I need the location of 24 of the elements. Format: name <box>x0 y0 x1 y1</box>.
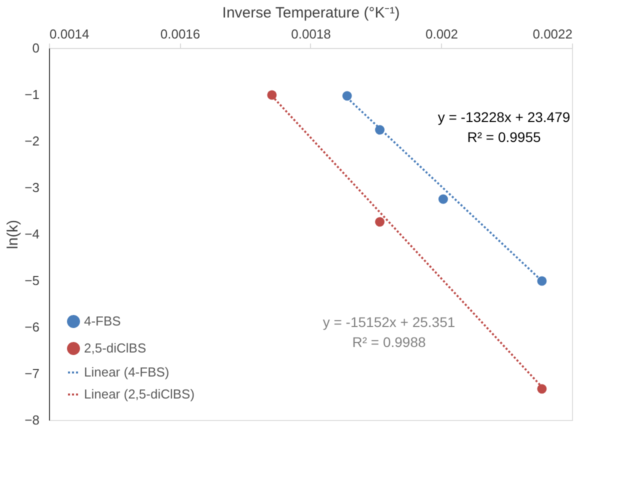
x-tick-label: 0.0018 <box>291 26 331 42</box>
y-tick-label: −7 <box>24 366 40 381</box>
y-tick-label: −1 <box>24 87 40 102</box>
y-tick-label: −3 <box>24 180 40 195</box>
annotation: y = -13228x + 23.479 <box>438 109 570 125</box>
annotation: y = -15152x + 25.351 <box>322 314 456 330</box>
legend-label: Linear (2,5-diClBS) <box>84 386 195 402</box>
x-tick-label: 0.0014 <box>50 26 90 42</box>
legend-label: 4-FBS <box>84 314 122 328</box>
y-tick-label: −6 <box>24 320 40 334</box>
y-tick-label: −4 <box>24 226 40 242</box>
x-tick-label: 0.0022 <box>532 26 572 42</box>
y-tick-label: −5 <box>24 273 40 288</box>
x-tick-label: 0.002 <box>425 26 458 42</box>
y-axis-title: ln(k) <box>4 220 22 250</box>
y-tick-label: −2 <box>24 134 40 148</box>
y-tick-label: 0 <box>32 40 40 56</box>
y-tick-label: −8 <box>24 412 40 428</box>
x-tick-label: 0.0016 <box>160 26 200 42</box>
legend-label: 2,5-diClBS <box>84 340 146 356</box>
annotation: R² = 0.9955 <box>467 129 541 145</box>
annotation: R² = 0.9988 <box>352 334 426 350</box>
legend-label: Linear (4-FBS) <box>84 364 170 380</box>
x-axis-title: Inverse Temperature (°K⁻¹) <box>222 4 400 22</box>
